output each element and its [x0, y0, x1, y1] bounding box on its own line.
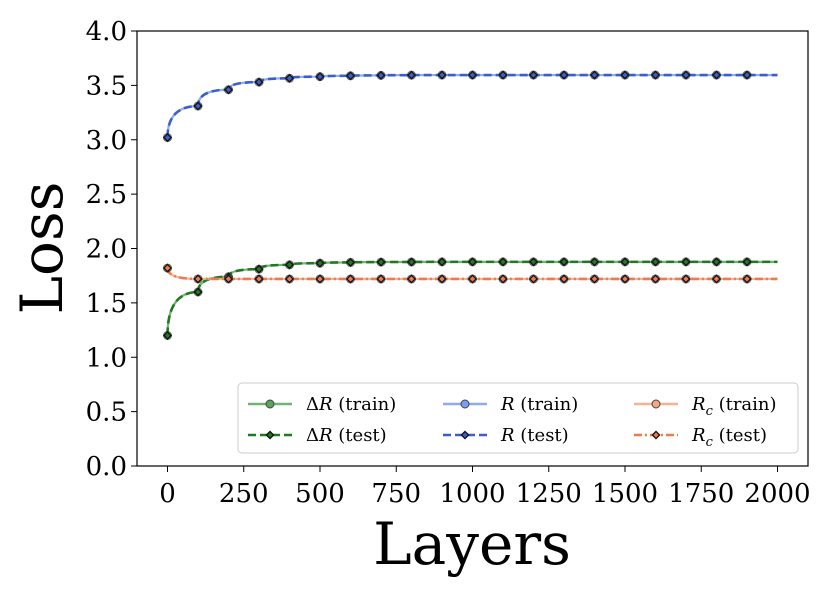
y-tick-label: 0.0	[86, 452, 127, 482]
y-tick-label: 3.5	[86, 71, 127, 101]
ticks-layer: 0 250 500 750 1000 1250 1500 1750 2000 0.0 0.5 1.0 1…	[86, 17, 811, 509]
legend-label: Rc (test)	[691, 425, 767, 450]
y-tick-label: 1.0	[86, 343, 127, 373]
legend-marker	[651, 399, 661, 409]
data-point	[406, 274, 417, 284]
data-point	[284, 73, 295, 83]
x-axis-title: Layers	[373, 510, 571, 578]
x-tick-label: 1250	[516, 479, 582, 509]
legend-marker	[651, 430, 661, 440]
data-point	[193, 101, 203, 111]
data-point	[162, 133, 173, 143]
data-point	[559, 274, 569, 284]
data-point	[681, 257, 691, 267]
data-point	[162, 330, 173, 341]
data-point	[376, 257, 386, 267]
y-axis-title: Loss	[8, 182, 76, 315]
legend-marker	[265, 399, 275, 409]
x-tick-label: 0	[159, 479, 176, 509]
x-tick-label: 2000	[744, 479, 810, 509]
data-point	[559, 70, 569, 80]
data-point	[193, 274, 203, 284]
legend-label: ΔR (test)	[306, 425, 387, 446]
data-point	[437, 70, 447, 80]
data-point	[345, 257, 356, 267]
y-tick-label: 4.0	[86, 17, 127, 47]
data-point	[528, 274, 539, 284]
data-point	[467, 274, 478, 284]
x-tick-label: 1500	[592, 479, 658, 509]
data-point	[345, 274, 356, 284]
data-point	[437, 257, 447, 267]
data-point	[284, 274, 295, 284]
x-tick-label: 250	[219, 479, 269, 509]
y-tick-label: 2.0	[86, 235, 127, 265]
data-point	[223, 274, 234, 284]
data-point	[742, 274, 752, 284]
x-tick-label: 1750	[668, 479, 734, 509]
data-point	[650, 257, 661, 267]
data-point	[589, 257, 600, 267]
data-point	[620, 274, 630, 284]
data-point	[315, 258, 325, 268]
data-point	[315, 274, 325, 284]
data-point	[711, 70, 722, 80]
data-point	[589, 274, 600, 284]
data-point	[620, 70, 630, 80]
data-point	[193, 287, 203, 297]
data-point	[467, 257, 478, 267]
data-point	[345, 71, 356, 81]
data-point	[437, 274, 447, 284]
data-point	[498, 274, 508, 284]
data-point	[498, 257, 508, 267]
series-layer	[162, 70, 778, 341]
data-point	[650, 70, 661, 80]
legend-label: R (test)	[500, 425, 569, 446]
data-point	[315, 72, 325, 82]
data-point	[559, 257, 569, 267]
data-point	[254, 274, 264, 284]
y-tick-label: 0.5	[86, 398, 127, 428]
data-point	[406, 70, 417, 80]
y-tick-label: 2.5	[86, 180, 127, 210]
data-point	[376, 274, 386, 284]
data-point	[254, 264, 264, 274]
data-point	[284, 260, 295, 270]
data-point	[681, 274, 691, 284]
data-point	[528, 257, 539, 267]
data-point	[589, 70, 600, 80]
legend-marker	[460, 399, 470, 409]
data-point	[681, 70, 691, 80]
data-point	[162, 263, 173, 273]
data-point	[223, 85, 234, 95]
legend-label: Rc (train)	[691, 394, 777, 419]
data-point	[406, 257, 417, 267]
data-point	[742, 70, 752, 80]
legend-marker	[460, 430, 470, 440]
y-tick-label: 3.0	[86, 126, 127, 156]
data-point	[711, 274, 722, 284]
data-point	[650, 274, 661, 284]
data-point	[498, 70, 508, 80]
data-point	[254, 77, 264, 87]
legend: ΔR (train) ΔR (test) R (train) R (test) Rc (…	[237, 382, 799, 454]
data-point	[742, 257, 752, 267]
data-point	[467, 70, 478, 80]
x-tick-label: 1000	[439, 479, 505, 509]
x-tick-label: 500	[295, 479, 345, 509]
legend-label: ΔR (train)	[306, 394, 396, 415]
x-tick-label: 750	[371, 479, 421, 509]
data-point	[711, 257, 722, 267]
data-point	[620, 257, 630, 267]
y-tick-label: 1.5	[86, 289, 127, 319]
legend-marker	[265, 430, 275, 440]
data-point	[528, 70, 539, 80]
data-point	[376, 70, 386, 80]
legend-label: R (train)	[500, 394, 578, 415]
